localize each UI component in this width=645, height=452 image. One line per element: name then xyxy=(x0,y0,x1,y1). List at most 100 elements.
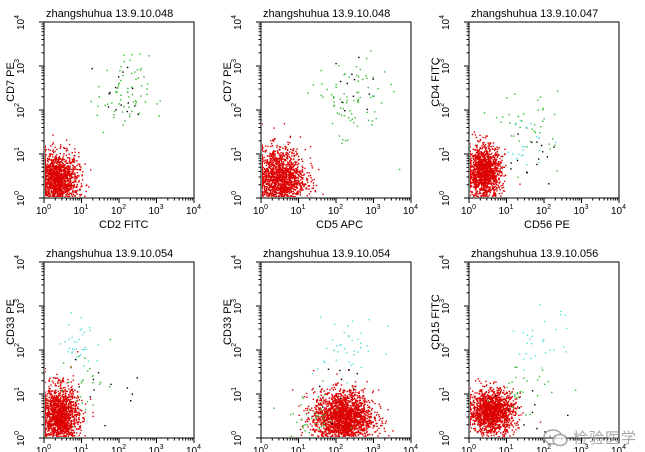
y-axis-label: CD7 PE xyxy=(5,62,17,102)
data-point xyxy=(289,181,291,184)
data-point xyxy=(292,183,294,185)
data-point xyxy=(45,168,48,170)
data-point xyxy=(533,130,536,132)
data-point xyxy=(476,157,478,160)
data-point xyxy=(486,184,488,186)
data-point xyxy=(66,180,68,182)
data-point xyxy=(67,178,69,180)
data-point xyxy=(269,191,272,193)
data-point xyxy=(53,151,55,154)
data-point xyxy=(489,142,491,144)
data-point xyxy=(348,76,350,78)
data-point xyxy=(526,146,528,148)
data-point xyxy=(75,192,78,194)
data-point xyxy=(314,191,317,193)
data-point xyxy=(62,186,65,188)
data-point xyxy=(66,149,69,151)
data-point xyxy=(274,191,276,193)
data-point xyxy=(488,147,490,149)
data-point xyxy=(57,182,60,184)
data-point xyxy=(74,175,77,178)
data-point xyxy=(63,171,65,173)
data-point xyxy=(302,189,304,191)
data-point xyxy=(485,168,487,171)
data-point xyxy=(134,71,136,73)
data-point xyxy=(273,152,275,154)
data-point xyxy=(262,176,263,178)
data-point xyxy=(277,181,279,183)
data-point xyxy=(45,155,46,157)
data-point xyxy=(538,136,541,139)
data-point xyxy=(312,187,315,189)
data-point xyxy=(278,165,281,168)
data-point xyxy=(483,157,485,159)
data-point xyxy=(266,196,268,197)
data-point xyxy=(293,185,296,187)
data-point xyxy=(136,69,139,71)
series-4 xyxy=(510,133,555,185)
data-point xyxy=(487,167,489,169)
data-point xyxy=(294,175,297,178)
data-point xyxy=(281,196,283,197)
data-point xyxy=(470,164,473,166)
data-point xyxy=(485,190,488,192)
data-point xyxy=(47,177,50,180)
data-point xyxy=(293,184,295,186)
data-point xyxy=(283,177,285,179)
data-point xyxy=(56,196,58,197)
data-point xyxy=(522,149,524,151)
data-point xyxy=(262,154,263,156)
data-point xyxy=(75,190,78,192)
data-point xyxy=(501,184,504,187)
data-point xyxy=(272,187,275,189)
data-point xyxy=(279,174,282,176)
data-point xyxy=(486,155,488,158)
data-point xyxy=(390,83,392,86)
data-point xyxy=(48,167,51,169)
data-point xyxy=(487,154,489,156)
data-point xyxy=(271,191,274,193)
data-point xyxy=(501,192,503,194)
data-point xyxy=(296,180,298,182)
data-point xyxy=(271,188,274,190)
data-point xyxy=(59,180,61,182)
data-point xyxy=(274,164,276,167)
data-point xyxy=(270,171,273,173)
data-point xyxy=(479,192,481,194)
data-point xyxy=(478,148,481,151)
data-point xyxy=(49,184,51,186)
data-point xyxy=(134,105,136,107)
data-point xyxy=(55,192,58,194)
data-point xyxy=(59,191,61,194)
data-point xyxy=(57,161,60,164)
data-point xyxy=(375,117,377,120)
data-point xyxy=(71,172,73,175)
data-point xyxy=(283,182,286,184)
data-point xyxy=(303,173,305,175)
data-point xyxy=(342,101,344,104)
data-point xyxy=(480,154,483,156)
data-point xyxy=(488,156,491,159)
data-point xyxy=(288,192,290,195)
data-point xyxy=(123,60,125,63)
data-point xyxy=(304,167,306,170)
data-point xyxy=(47,183,49,185)
data-point xyxy=(284,158,287,161)
data-point xyxy=(279,153,281,156)
data-point xyxy=(52,175,54,177)
data-point xyxy=(56,190,58,192)
data-point xyxy=(279,165,281,167)
data-point xyxy=(59,194,61,197)
data-point xyxy=(271,157,273,160)
data-point xyxy=(484,186,487,188)
data-point xyxy=(273,165,276,168)
data-point xyxy=(366,108,368,111)
data-point xyxy=(49,149,51,152)
data-point xyxy=(297,182,300,184)
data-point xyxy=(288,168,290,171)
data-point xyxy=(290,173,293,175)
data-point xyxy=(138,112,140,114)
data-point xyxy=(340,80,342,83)
data-point xyxy=(481,183,483,185)
data-point xyxy=(286,171,288,173)
